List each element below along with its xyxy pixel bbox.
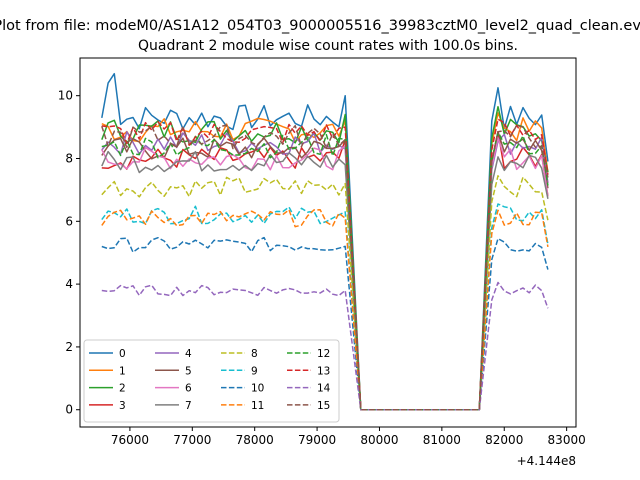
figure-suptitle: Plot from file: modeM0/AS1A12_054T03_900…	[0, 18, 640, 34]
series-line-11	[101, 209, 549, 411]
chart-title: Quadrant 2 module wise count rates with …	[138, 38, 518, 54]
legend-label-9: 9	[251, 365, 258, 377]
legend-label-8: 8	[251, 348, 258, 360]
y-tick-label: 0	[65, 403, 73, 417]
legend-label-14: 14	[317, 383, 331, 395]
legend-box	[83, 339, 340, 423]
legend-label-5: 5	[185, 365, 192, 377]
legend-label-11: 11	[251, 400, 264, 412]
x-tick-label: 80000	[360, 433, 398, 447]
series-line-10	[101, 236, 549, 411]
y-tick-label: 8	[65, 151, 73, 165]
legend-label-0: 0	[119, 348, 126, 360]
plot-frame	[79, 57, 577, 428]
series-line-13	[101, 118, 549, 411]
y-tick-label: 10	[58, 89, 73, 103]
series-line-15	[101, 124, 549, 411]
legend-label-13: 13	[317, 365, 330, 377]
legend-label-15: 15	[317, 400, 330, 412]
series-lines	[101, 72, 549, 411]
x-offset-label: +4.144e8	[517, 454, 576, 468]
y-axis: 0 2 4 6 8 10	[58, 89, 80, 417]
legend-label-2: 2	[119, 383, 126, 395]
x-tick-label: 77000	[173, 433, 211, 447]
legend-label-6: 6	[185, 383, 192, 395]
x-tick-label: 83000	[548, 433, 586, 447]
x-tick-label: 81000	[423, 433, 461, 447]
legend-label-12: 12	[317, 348, 330, 360]
y-tick-label: 2	[65, 340, 73, 354]
series-line-12	[101, 131, 549, 411]
legend-label-4: 4	[185, 348, 192, 360]
legend-label-7: 7	[185, 400, 192, 412]
y-tick-label: 4	[65, 277, 73, 291]
x-tick-label: 82000	[485, 433, 523, 447]
legend-label-1: 1	[119, 365, 126, 377]
x-axis: 76000 77000 78000 79000 80000 81000 82000 83000	[111, 427, 586, 447]
x-tick-label: 79000	[298, 433, 336, 447]
series-line-14	[101, 281, 549, 411]
legend-label-10: 10	[251, 383, 264, 395]
legend-label-3: 3	[119, 400, 126, 412]
x-tick-label: 78000	[236, 433, 274, 447]
y-tick-label: 6	[65, 214, 73, 228]
x-tick-label: 76000	[111, 433, 149, 447]
